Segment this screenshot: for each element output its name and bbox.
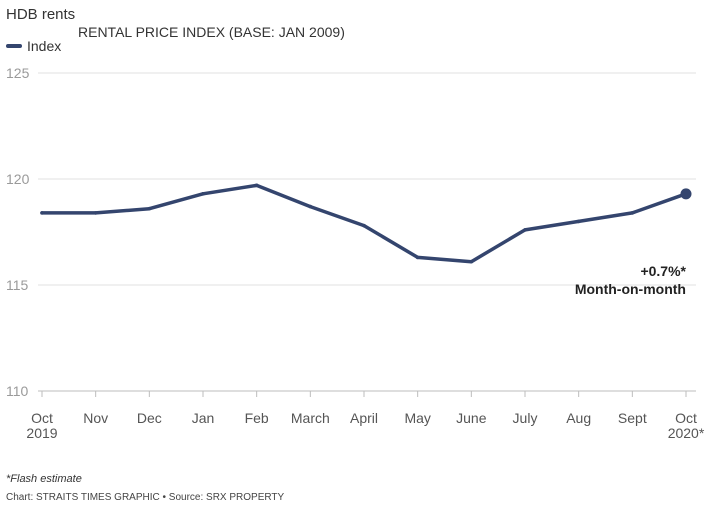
- x-tick-label: Jan: [192, 410, 215, 426]
- y-tick-label: 115: [6, 277, 29, 293]
- y-tick-label: 125: [6, 65, 30, 81]
- x-tick-label: May: [404, 410, 430, 426]
- x-tick-label: Sept: [618, 410, 647, 426]
- x-tick-label: June: [456, 410, 487, 426]
- data-point: [40, 211, 44, 215]
- x-tick-label: April: [350, 410, 378, 426]
- footnote: *Flash estimate: [6, 473, 82, 485]
- series-line: [40, 183, 688, 264]
- x-tick-label: March: [291, 410, 330, 426]
- legend: Index: [6, 38, 61, 54]
- data-point: [415, 255, 420, 260]
- data-point: [308, 204, 313, 209]
- series-index: [40, 183, 692, 264]
- x-tick-label: Feb: [245, 410, 269, 426]
- y-tick-label: 110: [6, 383, 29, 399]
- annotation-label: Month-on-month: [575, 281, 686, 297]
- legend-label: Index: [27, 38, 62, 54]
- legend-swatch: [6, 44, 22, 48]
- annotation-change: +0.7%*: [640, 263, 686, 279]
- data-point: [362, 223, 366, 228]
- x-tick-label: Aug: [566, 410, 591, 426]
- data-point: [147, 206, 152, 211]
- last-point-marker: [680, 188, 692, 200]
- x-tick-label: Oct: [31, 410, 53, 426]
- data-point: [469, 259, 474, 264]
- annotation: +0.7%* Month-on-month: [575, 263, 687, 297]
- x-tick-year-label: 2020*: [668, 425, 705, 441]
- gridlines: [38, 72, 696, 392]
- data-point: [201, 192, 205, 196]
- data-point: [93, 211, 98, 215]
- data-point: [523, 228, 527, 232]
- chart-title: HDB rents: [6, 6, 76, 23]
- chart-subtitle: RENTAL PRICE INDEX (BASE: JAN 2009): [78, 24, 345, 40]
- x-tick-year-label: 2019: [26, 425, 57, 441]
- x-tick-label: July: [513, 410, 538, 426]
- y-axis: 110 115 120 125: [6, 65, 30, 399]
- source-credit: Chart: STRAITS TIMES GRAPHIC • Source: S…: [6, 492, 285, 503]
- data-point: [630, 211, 635, 215]
- x-tick-label: Oct: [675, 410, 697, 426]
- x-tick-label: Nov: [83, 410, 108, 426]
- data-point: [254, 183, 259, 188]
- data-point: [576, 219, 581, 224]
- y-tick-label: 120: [6, 171, 30, 187]
- x-tick-label: Dec: [137, 410, 162, 426]
